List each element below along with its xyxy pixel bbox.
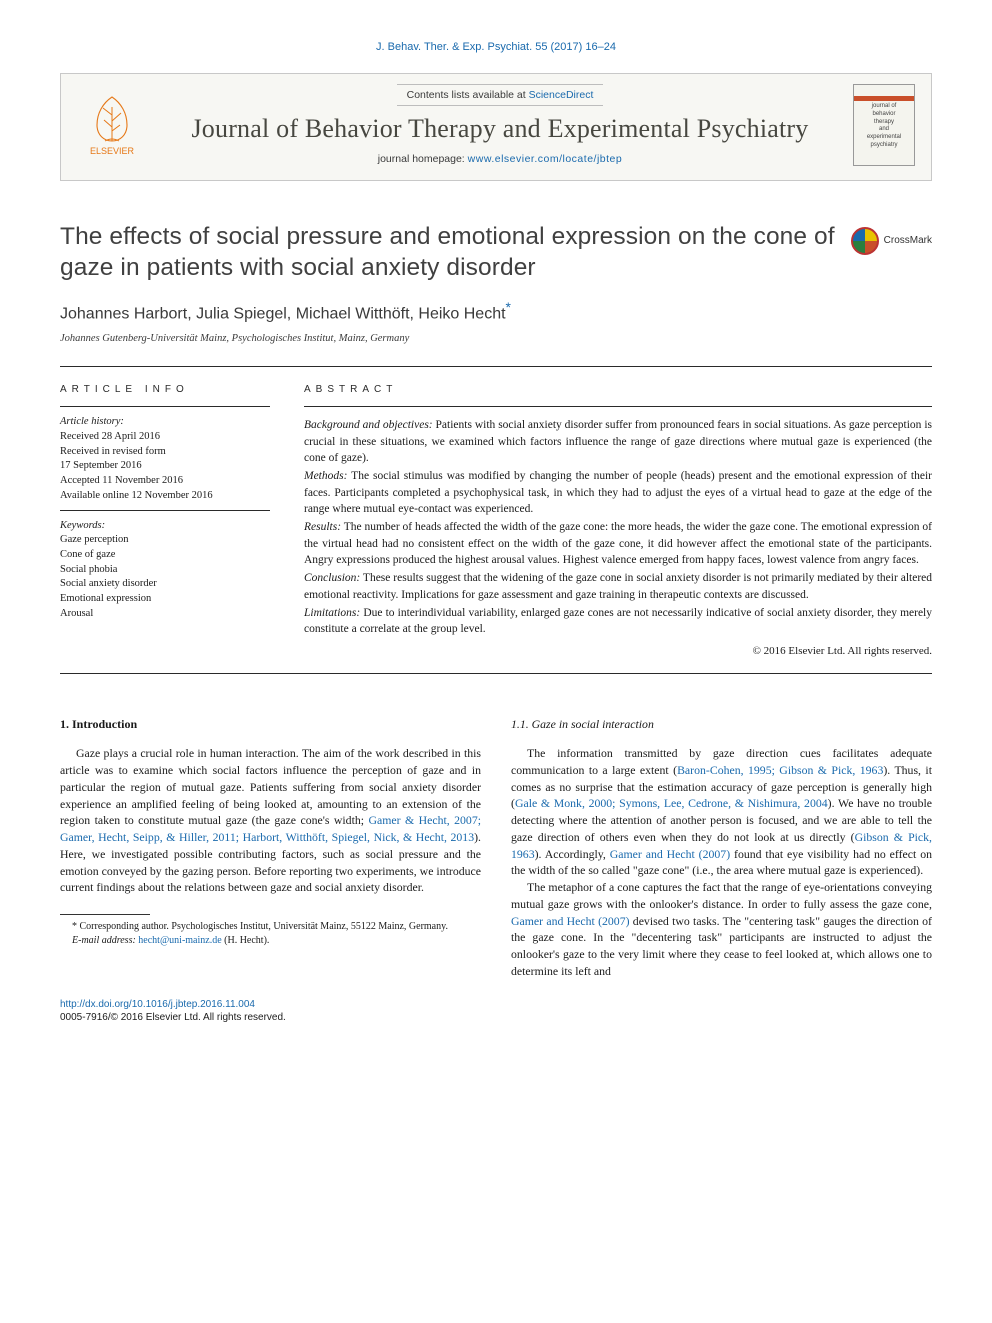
citation-link[interactable]: Gale & Monk, 2000; Symons, Lee, Cedrone,… xyxy=(515,796,828,810)
homepage-prefix: journal homepage: xyxy=(378,153,468,165)
authors: Johannes Harbort, Julia Spiegel, Michael… xyxy=(60,298,932,325)
history-line: 17 September 2016 xyxy=(60,459,270,474)
keyword: Cone of gaze xyxy=(60,548,270,563)
h-introduction: 1. Introduction xyxy=(60,716,481,733)
elsevier-tree-icon xyxy=(89,93,135,145)
elsevier-logo: ELSEVIER xyxy=(77,86,147,164)
article-info-head: ARTICLE INFO xyxy=(60,383,270,397)
abstract-head: ABSTRACT xyxy=(304,383,932,397)
results-text: The number of heads affected the width o… xyxy=(304,521,932,566)
results-label: Results: xyxy=(304,521,341,533)
p-1-1-a: The information transmitted by gaze dire… xyxy=(511,745,932,879)
txt: ). Accordingly, xyxy=(535,847,610,861)
journal-name: Journal of Behavior Therapy and Experime… xyxy=(165,114,835,144)
keywords-label: Keywords: xyxy=(60,519,270,534)
h-1-1: 1.1. Gaze in social interaction xyxy=(511,716,932,733)
affiliation: Johannes Gutenberg-Universität Mainz, Ps… xyxy=(60,332,932,346)
journal-homepage: journal homepage: www.elsevier.com/locat… xyxy=(165,152,835,166)
article-title: The effects of social pressure and emoti… xyxy=(60,221,837,284)
limit-text: Due to interindividual variability, enla… xyxy=(304,607,932,635)
citation: J. Behav. Ther. & Exp. Psychiat. 55 (201… xyxy=(60,40,932,55)
abstract-rule xyxy=(304,406,932,407)
keyword: Social phobia xyxy=(60,563,270,578)
doi-link[interactable]: http://dx.doi.org/10.1016/j.jbtep.2016.1… xyxy=(60,999,255,1010)
limit-label: Limitations: xyxy=(304,607,360,619)
journal-header: ELSEVIER Contents lists available at Sci… xyxy=(60,73,932,181)
methods-label: Methods: xyxy=(304,470,347,482)
citation-link[interactable]: Baron-Cohen, 1995; Gibson & Pick, 1963 xyxy=(677,763,883,777)
history-line: Received in revised form xyxy=(60,445,270,460)
contents-prefix: Contents lists available at xyxy=(407,89,529,101)
cover-text: journal of behavior therapy and experime… xyxy=(854,103,914,150)
contents-available: Contents lists available at ScienceDirec… xyxy=(397,84,604,106)
author-list: Johannes Harbort, Julia Spiegel, Michael… xyxy=(60,305,506,322)
homepage-link[interactable]: www.elsevier.com/locate/jbtep xyxy=(468,153,623,165)
concl-text: These results suggest that the widening … xyxy=(304,572,932,600)
crossmark-badge[interactable]: CrossMark xyxy=(851,227,932,255)
email-label: E-mail address: xyxy=(72,935,138,946)
crossmark-label: CrossMark xyxy=(884,234,932,248)
abstract-copyright: © 2016 Elsevier Ltd. All rights reserved… xyxy=(304,644,932,660)
p-1-1-b: The metaphor of a cone captures the fact… xyxy=(511,879,932,980)
intro-para: Gaze plays a crucial role in human inter… xyxy=(60,745,481,896)
email-footnote: E-mail address: hecht@uni-mainz.de (H. H… xyxy=(60,934,481,948)
sciencedirect-link[interactable]: ScienceDirect xyxy=(529,89,594,101)
keywords-block: Keywords: Gaze perception Cone of gaze S… xyxy=(60,510,270,622)
article-history: Article history: Received 28 April 2016 … xyxy=(60,406,270,503)
concl-label: Conclusion: xyxy=(304,572,360,584)
keyword: Social anxiety disorder xyxy=(60,577,270,592)
history-line: Available online 12 November 2016 xyxy=(60,489,270,504)
crossmark-icon xyxy=(851,227,879,255)
keyword: Emotional expression xyxy=(60,592,270,607)
issn-copyright: 0005-7916/© 2016 Elsevier Ltd. All right… xyxy=(60,1012,286,1023)
rule-mid xyxy=(60,673,932,674)
corr-footnote: * Corresponding author. Psychologisches … xyxy=(60,920,481,934)
history-line: Accepted 11 November 2016 xyxy=(60,474,270,489)
citation-link[interactable]: Gamer and Hecht (2007) xyxy=(511,914,630,928)
page-footer: http://dx.doi.org/10.1016/j.jbtep.2016.1… xyxy=(60,998,932,1025)
article-body: 1. Introduction Gaze plays a crucial rol… xyxy=(60,716,932,979)
abstract-body: Background and objectives: Patients with… xyxy=(304,417,932,659)
history-label: Article history: xyxy=(60,415,270,430)
corr-email-link[interactable]: hecht@uni-mainz.de xyxy=(138,935,221,946)
corresponding-marker: * xyxy=(506,299,511,315)
journal-cover-thumb: journal of behavior therapy and experime… xyxy=(853,84,915,166)
keyword: Arousal xyxy=(60,607,270,622)
txt: The metaphor of a cone captures the fact… xyxy=(511,880,932,911)
keyword: Gaze perception xyxy=(60,533,270,548)
elsevier-wordmark: ELSEVIER xyxy=(90,145,134,157)
methods-text: The social stimulus was modified by chan… xyxy=(304,470,932,515)
bg-label: Background and objectives: xyxy=(304,419,433,431)
email-who: (H. Hecht). xyxy=(222,935,270,946)
history-line: Received 28 April 2016 xyxy=(60,430,270,445)
footnote-rule xyxy=(60,914,150,915)
citation-link[interactable]: Gamer and Hecht (2007) xyxy=(610,847,730,861)
